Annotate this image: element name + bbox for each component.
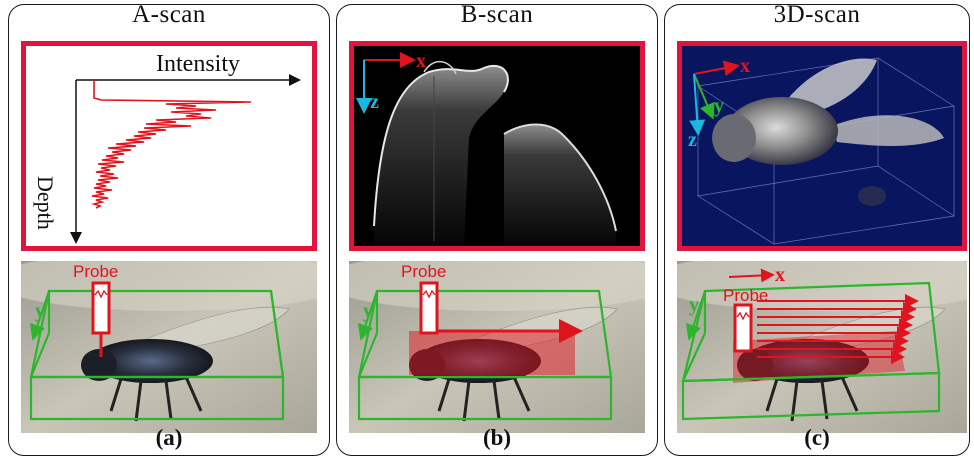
z-axis-arrow xyxy=(689,73,706,136)
a-scan-plot: Intensity Depth xyxy=(33,51,301,244)
probe: Probe xyxy=(73,262,118,357)
z-axis-label: z xyxy=(370,91,379,113)
volume-render-frame: x y z xyxy=(677,41,967,251)
raster-lines xyxy=(757,294,919,364)
probe: Probe xyxy=(401,262,446,335)
intensity-label: Intensity xyxy=(156,51,240,77)
probe-label: Probe xyxy=(723,286,768,305)
panel-label: (a) xyxy=(155,425,183,450)
y-axis-label: y xyxy=(35,300,45,322)
probe-label: Probe xyxy=(401,262,446,281)
scan-volume-box xyxy=(681,281,941,421)
probe-label: Probe xyxy=(73,262,118,281)
b-scan-photo: y Probe xyxy=(349,261,645,433)
depth-label: Depth xyxy=(33,176,58,230)
probe: Probe xyxy=(723,286,768,353)
x-axis-label: x xyxy=(740,55,750,77)
panel-title: A-scan xyxy=(132,1,206,28)
tissue-surface-2 xyxy=(504,124,616,246)
rendered-fly-body xyxy=(726,97,838,165)
x-axis-label: x xyxy=(416,50,426,72)
panel-title: 3D-scan xyxy=(773,1,861,28)
panel-title: B-scan xyxy=(460,1,534,28)
fly-body xyxy=(89,339,213,383)
x-axis-label: x xyxy=(775,264,785,286)
tissue-surface-1 xyxy=(374,66,508,246)
b-scan-image: x z xyxy=(354,46,640,246)
y-axis-label: y xyxy=(689,294,699,316)
y-axis-arrow xyxy=(357,290,378,341)
volume-render: x y z xyxy=(682,46,962,246)
panel-label: (c) xyxy=(804,425,830,450)
b-scan-plane xyxy=(409,331,575,375)
a-scan-photo: y Probe xyxy=(21,261,317,433)
3d-scan-photo: x y Probe xyxy=(677,261,967,433)
y-axis-arrow xyxy=(685,290,706,341)
panel-label: (b) xyxy=(482,425,512,450)
b-scan-image-frame: x z xyxy=(349,41,645,251)
panel-b-scan: B-scan xyxy=(336,1,658,456)
z-axis-label: z xyxy=(688,129,697,151)
y-axis-arrow xyxy=(29,290,50,341)
y-axis-label: y xyxy=(714,95,724,117)
scan-volume-box xyxy=(29,289,285,421)
a-scan-plot-frame: Intensity Depth xyxy=(21,41,317,251)
panel-3d-scan: 3D-scan xyxy=(664,1,970,456)
y-axis-label: y xyxy=(363,300,373,322)
x-axis-arrow xyxy=(728,268,775,283)
y-axis-arrow xyxy=(693,73,715,120)
x-axis-arrow xyxy=(693,60,740,77)
panel-a-scan: A-scan Intensity Depth xyxy=(8,1,330,456)
a-scan-signal xyxy=(91,80,252,209)
scan-volume-box xyxy=(357,289,613,421)
